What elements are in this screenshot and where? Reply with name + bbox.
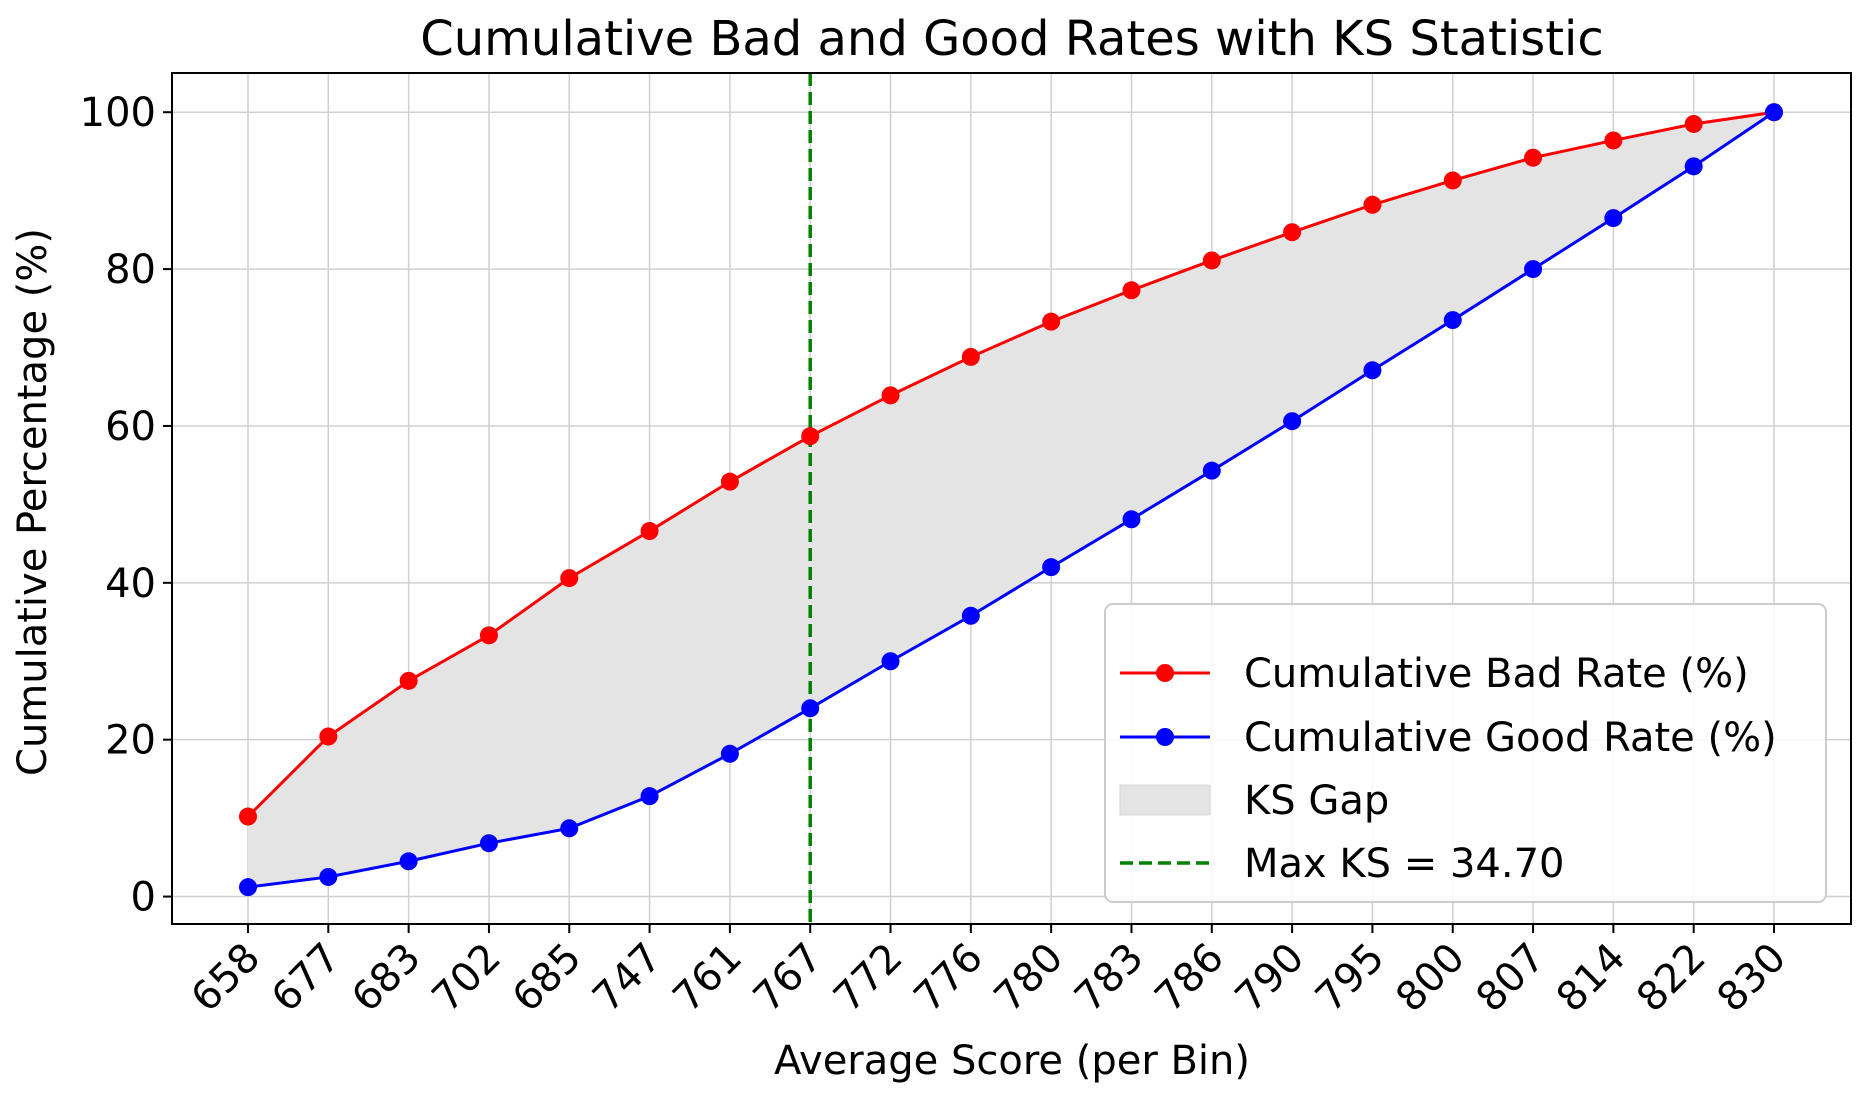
bad-rate-point	[399, 671, 418, 690]
good-rate-point	[399, 852, 418, 871]
good-rate-point	[479, 834, 498, 853]
x-tick-label: 702	[423, 935, 510, 1022]
bad-rate-point	[1363, 195, 1382, 214]
bad-rate-point	[1122, 281, 1141, 300]
bad-rate-point	[1283, 223, 1302, 242]
x-tick-label: 658	[183, 935, 270, 1022]
good-rate-point	[319, 867, 338, 886]
legend-ks-gap-label: KS Gap	[1244, 778, 1389, 824]
x-tick-label: 747	[584, 935, 671, 1022]
x-tick-label: 767	[745, 935, 832, 1022]
bad-rate-point	[1524, 148, 1543, 167]
bad-rate-line	[246, 110, 1775, 818]
legend-good-rate-label: Cumulative Good Rate (%)	[1244, 715, 1777, 761]
y-tick-label: 20	[105, 718, 156, 764]
bad-rate-point	[881, 386, 900, 405]
x-tick-label: 786	[1146, 935, 1233, 1022]
x-tick-label: 783	[1066, 935, 1153, 1022]
x-tick-label: 800	[1387, 935, 1474, 1022]
x-tick-label: 683	[343, 935, 430, 1022]
legend-bad-rate-label: Cumulative Bad Rate (%)	[1244, 651, 1749, 697]
good-rate-point	[1443, 311, 1462, 330]
legend-good-rate-marker	[1156, 728, 1174, 746]
bad-rate-point	[961, 347, 980, 366]
bad-rate-point	[239, 807, 257, 826]
x-tick-label: 772	[825, 935, 912, 1022]
x-tick-label: 685	[504, 935, 591, 1022]
ks-gap-fill-layer	[248, 112, 1774, 888]
good-rate-point	[1765, 103, 1783, 122]
good-rate-point	[640, 787, 659, 806]
bad-rate-point	[1202, 251, 1221, 270]
good-rate-point	[961, 606, 980, 625]
bad-rate-point	[1443, 171, 1462, 190]
bad-rate-point	[801, 427, 820, 446]
good-rate-point	[560, 819, 579, 838]
legend-bad-rate-marker	[1156, 664, 1174, 682]
series-layer	[239, 103, 1783, 897]
bad-rate-point	[1684, 114, 1703, 133]
legend-ks-gap-swatch	[1119, 784, 1211, 816]
good-rate-point	[1283, 412, 1302, 431]
bad-rate-point	[640, 522, 659, 541]
x-tick-label: 830	[1709, 935, 1796, 1022]
x-tick-label: 677	[263, 935, 350, 1022]
good-rate-point	[1042, 558, 1061, 577]
bad-rate-point	[720, 472, 739, 491]
x-tick-label: 790	[1227, 935, 1314, 1022]
y-tick-label: 80	[105, 247, 156, 293]
bad-rate-point	[560, 569, 579, 588]
good-rate-point	[239, 878, 257, 897]
x-tick-label: 761	[664, 935, 751, 1022]
y-tick-label: 0	[131, 875, 156, 921]
good-rate-point	[801, 699, 820, 718]
x-tick-label: 795	[1307, 935, 1394, 1022]
good-rate-point	[881, 652, 900, 671]
good-rate-point	[1604, 209, 1623, 228]
x-axis: 6586776837026857477617677727767807837867…	[183, 924, 1796, 1022]
y-tick-label: 40	[105, 561, 156, 607]
x-tick-label: 807	[1468, 935, 1555, 1022]
good-rate-point	[1202, 461, 1221, 480]
y-axis-label: Cumulative Percentage (%)	[10, 228, 56, 776]
y-tick-label: 60	[105, 404, 156, 450]
good-rate-line	[247, 110, 1775, 889]
legend-box	[1104, 603, 1827, 903]
bad-rate-point	[1042, 312, 1061, 331]
bad-rate-point	[319, 727, 338, 746]
bad-rate-point	[1604, 131, 1623, 150]
good-rate-point	[1684, 157, 1703, 176]
x-axis-label: Average Score (per Bin)	[774, 1038, 1250, 1084]
legend: Cumulative Bad Rate (%) Cumulative Good R…	[1104, 603, 1827, 903]
ks-gap-area	[248, 112, 1774, 888]
x-tick-label: 814	[1548, 935, 1635, 1022]
x-tick-label: 776	[905, 935, 992, 1022]
chart-title: Cumulative Bad and Good Rates with KS St…	[420, 11, 1604, 67]
good-rate-point	[1524, 260, 1543, 279]
good-rate-point	[1122, 510, 1141, 529]
legend-max-ks-label: Max KS = 34.70	[1244, 841, 1565, 887]
x-tick-label: 822	[1628, 935, 1715, 1022]
good-rate-point	[1363, 361, 1382, 380]
x-tick-label: 780	[986, 935, 1073, 1022]
y-tick-label: 100	[80, 90, 156, 136]
plot-frame	[171, 72, 1852, 925]
y-axis: 0 20 40 60 80 100	[80, 90, 172, 921]
bad-rate-point	[479, 626, 498, 645]
good-rate-point	[720, 744, 739, 763]
